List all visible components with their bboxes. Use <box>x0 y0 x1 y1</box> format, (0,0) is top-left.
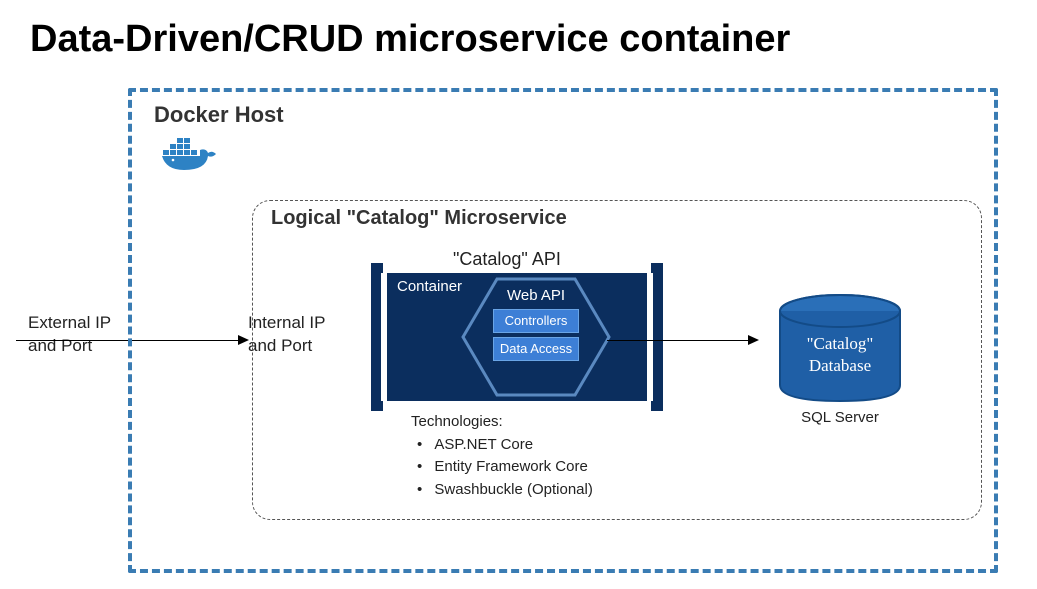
external-ip-line2: and Port <box>28 336 92 355</box>
catalog-api-label: "Catalog" API <box>453 249 561 270</box>
db-name-2: Database <box>809 356 871 375</box>
arrow-to-db-head <box>748 335 759 345</box>
database-engine-label: SQL Server <box>785 409 895 426</box>
webapi-hexagon: Web API Controllers Data Access <box>459 275 613 399</box>
external-ip-label: External IP and Port <box>28 312 111 358</box>
logical-microservice-label: Logical "Catalog" Microservice <box>271 207 567 230</box>
tech-item-2: Swashbuckle (Optional) <box>417 479 593 502</box>
docker-host-box: Docker Host Logical "Catalog" Microservi… <box>128 88 998 573</box>
db-name-1: "Catalog" <box>807 334 874 353</box>
docker-host-label: Docker Host <box>154 102 284 128</box>
page-title: Data-Driven/CRUD microservice container <box>30 18 790 61</box>
docker-icon <box>162 134 218 174</box>
tech-item-0: ASP.NET Core <box>417 434 593 457</box>
container-bracket-right <box>651 263 663 411</box>
tech-item-1: Entity Framework Core <box>417 456 593 479</box>
arrow-to-db <box>607 340 749 341</box>
container-box: Container Web API Controllers Data Acces… <box>387 273 647 401</box>
technologies-heading: Technologies: <box>411 411 593 434</box>
external-ip-line1: External IP <box>28 313 111 332</box>
database-icon: "Catalog" Database <box>771 293 909 405</box>
data-access-box: Data Access <box>493 337 579 361</box>
controllers-box: Controllers <box>493 309 579 333</box>
webapi-label: Web API <box>507 287 565 304</box>
technologies-list: ASP.NET Core Entity Framework Core Swash… <box>411 434 593 502</box>
container-label: Container <box>397 278 462 295</box>
logical-microservice-box: Logical "Catalog" Microservice "Catalog"… <box>252 200 982 520</box>
container-bracket-left <box>371 263 383 411</box>
technologies-block: Technologies: ASP.NET Core Entity Framew… <box>411 411 593 501</box>
